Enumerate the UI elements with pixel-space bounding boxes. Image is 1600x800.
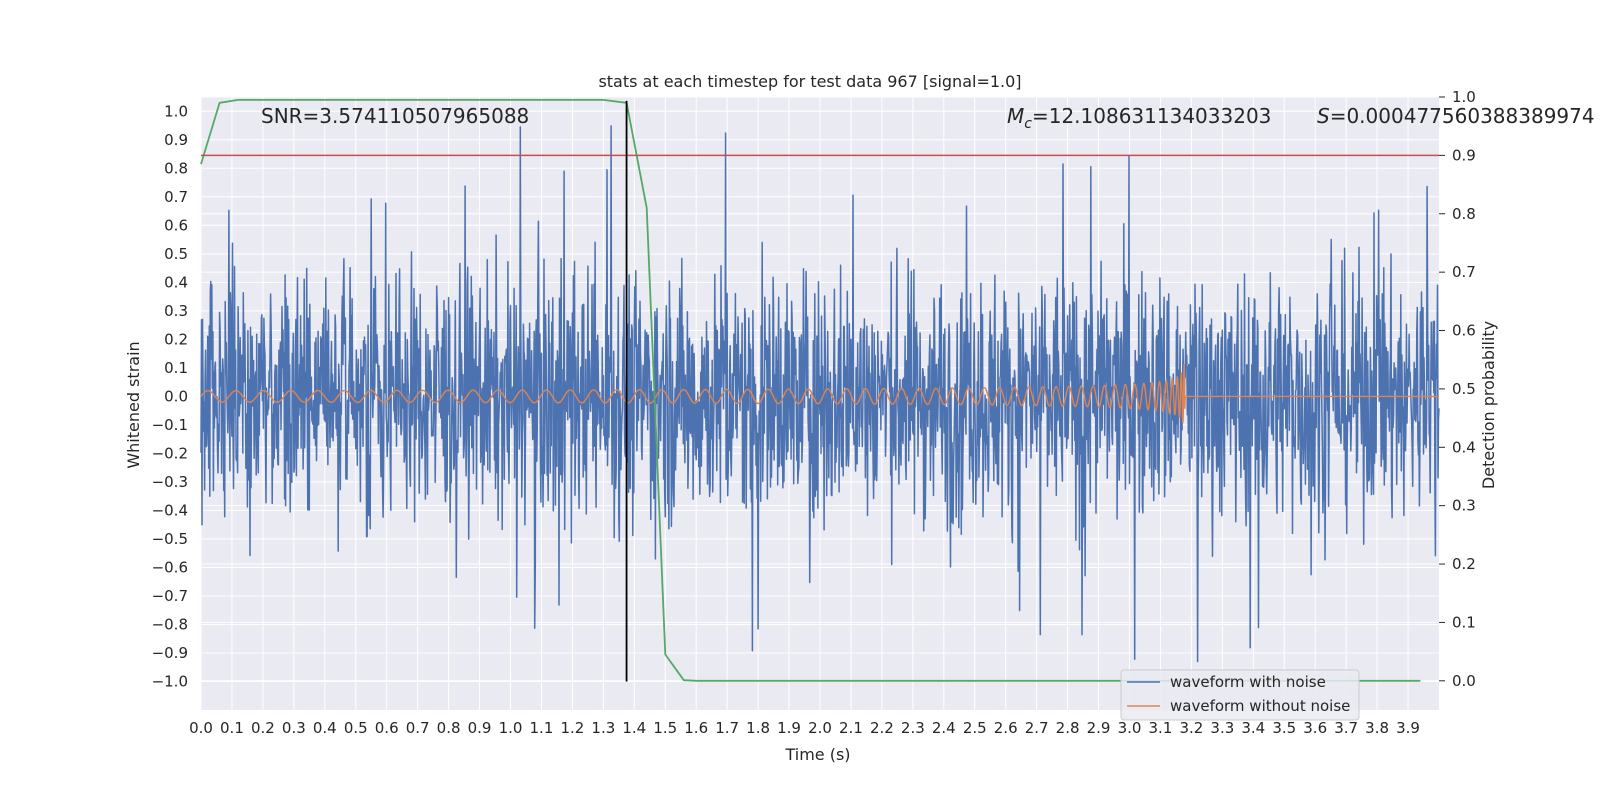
x-tick-label: 0.0 (189, 719, 213, 737)
y-left-tick-label: −0.6 (152, 558, 188, 576)
x-tick-label: 2.5 (963, 719, 987, 737)
y-left-tick-label: −1.0 (152, 672, 188, 690)
y-axis-left-label: Whitened strain (124, 341, 143, 468)
x-tick-label: 2.2 (870, 719, 894, 737)
x-tick-label: 2.3 (901, 719, 925, 737)
left-axis-ticks: 1.0 0.9 0.8 0.7 0.6 0.5 0.4 0.3 0.2 0.1 0.0 −0.1 −0.… (152, 102, 188, 690)
y-left-tick-label: 0.8 (164, 159, 188, 177)
legend-label-noisy: waveform with noise (1170, 673, 1326, 691)
y-right-tick-label: 0.1 (1452, 613, 1476, 631)
x-tick-label: 2.1 (839, 719, 863, 737)
y-right-tick-label: 0.9 (1452, 146, 1476, 164)
y-right-tick-label: 0.6 (1452, 322, 1476, 340)
y-right-tick-label: 0.8 (1452, 205, 1476, 223)
x-tick-label: 1.1 (530, 719, 554, 737)
x-tick-label: 3.9 (1396, 719, 1420, 737)
series-waveform-without-noise (200, 364, 1439, 424)
x-tick-label: 1.6 (684, 719, 708, 737)
chart-title: stats at each timestep for test data 967… (598, 72, 1021, 91)
legend-label-clean: waveform without noise (1170, 697, 1350, 715)
waveform-without-noise-line (200, 364, 1439, 424)
x-tick-label: 1.5 (653, 719, 677, 737)
y-left-tick-label: 0.5 (164, 245, 188, 263)
x-tick-label: 0.6 (375, 719, 399, 737)
s-symbol: S (1317, 104, 1330, 128)
y-left-tick-label: 0.3 (164, 302, 188, 320)
y-left-tick-label: 0.0 (164, 387, 188, 405)
y-left-tick-label: 0.4 (164, 273, 188, 291)
x-axis-ticks: 0.0 0.1 0.2 0.3 0.4 0.5 0.6 0.7 0.8 0.9 1.0 1.1 1.2 1… (189, 719, 1420, 737)
x-tick-label: 1.3 (591, 719, 615, 737)
x-tick-label: 1.0 (499, 719, 523, 737)
overlays (201, 100, 1439, 682)
x-tick-label: 3.1 (1149, 719, 1173, 737)
s-annotation: S=0.000477560388389974 (1317, 104, 1595, 128)
legend-box (1120, 669, 1360, 721)
x-tick-label: 0.7 (406, 719, 430, 737)
y-right-tick-label: 0.5 (1452, 380, 1476, 398)
y-right-tick-label: 0.4 (1452, 438, 1476, 456)
y-left-tick-label: −0.9 (152, 644, 188, 662)
series-waveform-with-noise (200, 125, 1440, 663)
x-tick-label: 0.3 (282, 719, 306, 737)
y-right-tick-label: 0.2 (1452, 555, 1476, 573)
y-right-tick-label: 1.0 (1452, 88, 1476, 106)
y-left-tick-label: −0.8 (152, 615, 188, 633)
mc-symbol: M (1007, 104, 1024, 128)
series-detection-probability (200, 99, 1421, 682)
x-tick-label: 2.8 (1056, 719, 1080, 737)
x-tick-label: 0.5 (344, 719, 368, 737)
y-left-tick-label: −0.2 (152, 444, 188, 462)
mc-value: =12.108631134033203 (1032, 104, 1271, 128)
x-tick-label: 0.9 (468, 719, 492, 737)
y-left-tick-label: −0.5 (152, 530, 188, 548)
right-axis-ticks: 1.0 0.9 0.8 0.7 0.6 0.5 0.4 0.3 0.2 0.1 0.0 (1439, 88, 1476, 690)
y-left-tick-label: 0.7 (164, 188, 188, 206)
y-left-tick-label: −0.7 (152, 587, 188, 605)
x-tick-label: 1.8 (746, 719, 770, 737)
y-left-tick-label: −0.4 (152, 501, 188, 519)
s-value: =0.000477560388389974 (1330, 104, 1595, 128)
y-left-tick-label: 0.9 (164, 131, 188, 149)
x-tick-label: 0.1 (220, 719, 244, 737)
y-left-tick-label: 0.6 (164, 216, 188, 234)
x-tick-label: 0.2 (251, 719, 275, 737)
x-tick-label: 1.7 (715, 719, 739, 737)
x-tick-label: 2.7 (1025, 719, 1049, 737)
x-tick-label: 3.5 (1272, 719, 1296, 737)
x-tick-label: 0.4 (313, 719, 337, 737)
y-right-tick-label: 0.0 (1452, 672, 1476, 690)
mc-subscript: c (1024, 116, 1032, 132)
y-left-tick-label: −0.1 (152, 416, 188, 434)
legend: waveform with noise waveform without noi… (1120, 669, 1360, 721)
snr-annotation: SNR=3.574110507965088 (261, 104, 529, 128)
waveform-with-noise-line (200, 125, 1440, 663)
x-tick-label: 2.6 (994, 719, 1018, 737)
x-tick-label: 3.6 (1303, 719, 1327, 737)
x-axis-label: Time (s) (784, 745, 850, 764)
y-left-tick-label: 1.0 (164, 102, 188, 120)
x-tick-label: 3.3 (1210, 719, 1234, 737)
y-right-tick-label: 0.7 (1452, 263, 1476, 281)
x-tick-label: 3.0 (1118, 719, 1142, 737)
mc-annotation: Mc=12.108631134033203 (1007, 104, 1271, 132)
x-tick-label: 3.4 (1241, 719, 1265, 737)
x-tick-label: 3.7 (1334, 719, 1358, 737)
x-tick-label: 2.9 (1087, 719, 1111, 737)
x-tick-label: 0.8 (437, 719, 461, 737)
y-left-tick-label: 0.1 (164, 359, 188, 377)
y-axis-right-label: Detection probability (1479, 321, 1498, 489)
y-right-tick-label: 0.3 (1452, 497, 1476, 515)
x-tick-label: 1.9 (777, 719, 801, 737)
x-tick-label: 1.2 (560, 719, 584, 737)
x-tick-label: 3.2 (1179, 719, 1203, 737)
x-tick-label: 1.4 (622, 719, 646, 737)
x-tick-label: 3.8 (1365, 719, 1389, 737)
y-left-tick-label: −0.3 (152, 473, 188, 491)
x-tick-label: 2.4 (932, 719, 956, 737)
detection-probability-line (200, 99, 1421, 682)
x-tick-label: 2.0 (808, 719, 832, 737)
y-left-tick-label: 0.2 (164, 330, 188, 348)
